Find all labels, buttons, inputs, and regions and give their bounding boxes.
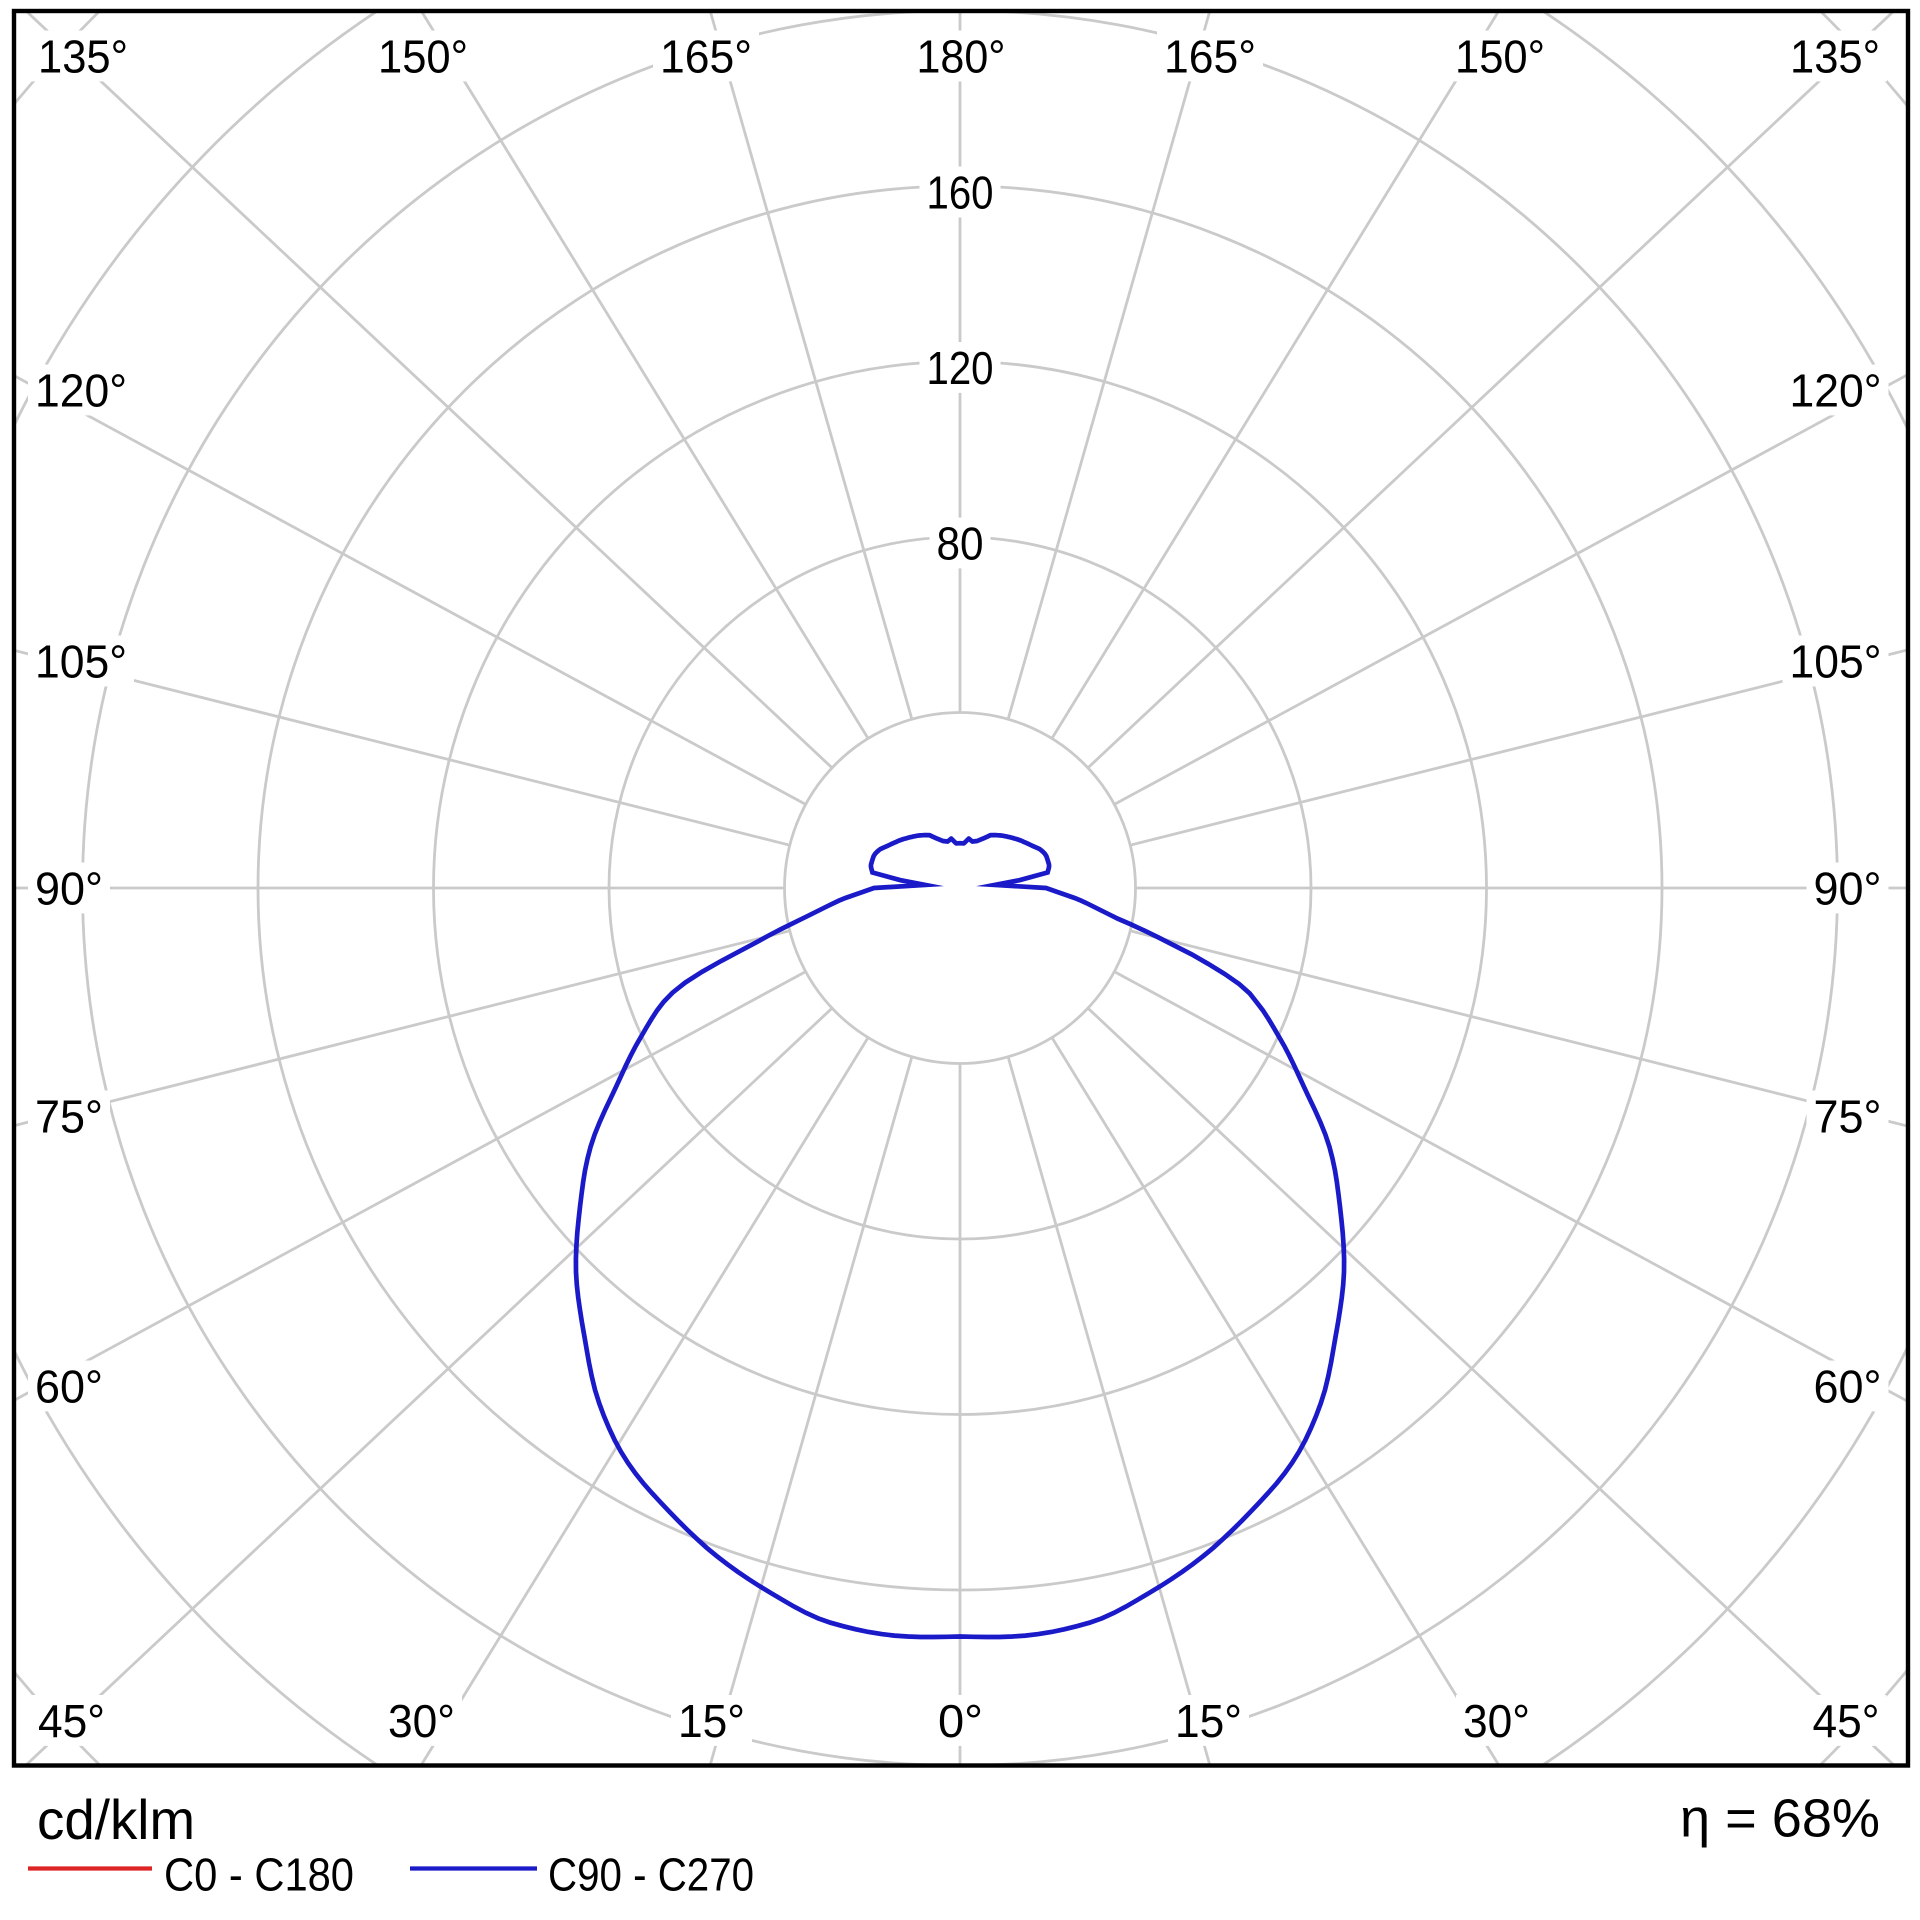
svg-text:15°: 15°: [678, 1695, 745, 1747]
svg-text:80: 80: [937, 518, 984, 570]
svg-text:45°: 45°: [38, 1695, 105, 1747]
svg-text:60°: 60°: [1814, 1361, 1882, 1413]
svg-text:C0 - C180: C0 - C180: [164, 1849, 354, 1901]
svg-text:75°: 75°: [1814, 1091, 1882, 1143]
svg-text:120: 120: [927, 342, 994, 394]
svg-text:C90 - C270: C90 - C270: [548, 1849, 754, 1901]
svg-text:180°: 180°: [917, 31, 1006, 83]
svg-text:135°: 135°: [1790, 31, 1880, 83]
svg-text:30°: 30°: [1463, 1695, 1530, 1747]
svg-text:cd/klm: cd/klm: [37, 1788, 195, 1851]
svg-text:135°: 135°: [38, 31, 128, 83]
svg-text:90°: 90°: [1814, 863, 1882, 915]
svg-text:0°: 0°: [938, 1695, 983, 1747]
svg-text:105°: 105°: [1790, 636, 1882, 688]
svg-text:90°: 90°: [35, 863, 103, 915]
svg-text:45°: 45°: [1813, 1695, 1880, 1747]
svg-text:60°: 60°: [35, 1361, 103, 1413]
svg-text:150°: 150°: [378, 31, 468, 83]
svg-text:120°: 120°: [1790, 365, 1882, 417]
svg-text:η = 68%: η = 68%: [1680, 1789, 1880, 1849]
svg-text:30°: 30°: [388, 1695, 455, 1747]
svg-text:165°: 165°: [660, 31, 752, 83]
svg-text:15°: 15°: [1175, 1695, 1242, 1747]
svg-text:160: 160: [927, 167, 994, 219]
svg-text:105°: 105°: [35, 636, 127, 688]
svg-text:165°: 165°: [1164, 31, 1256, 83]
svg-text:150°: 150°: [1455, 31, 1545, 83]
svg-text:120°: 120°: [35, 365, 127, 417]
svg-text:75°: 75°: [35, 1091, 103, 1143]
